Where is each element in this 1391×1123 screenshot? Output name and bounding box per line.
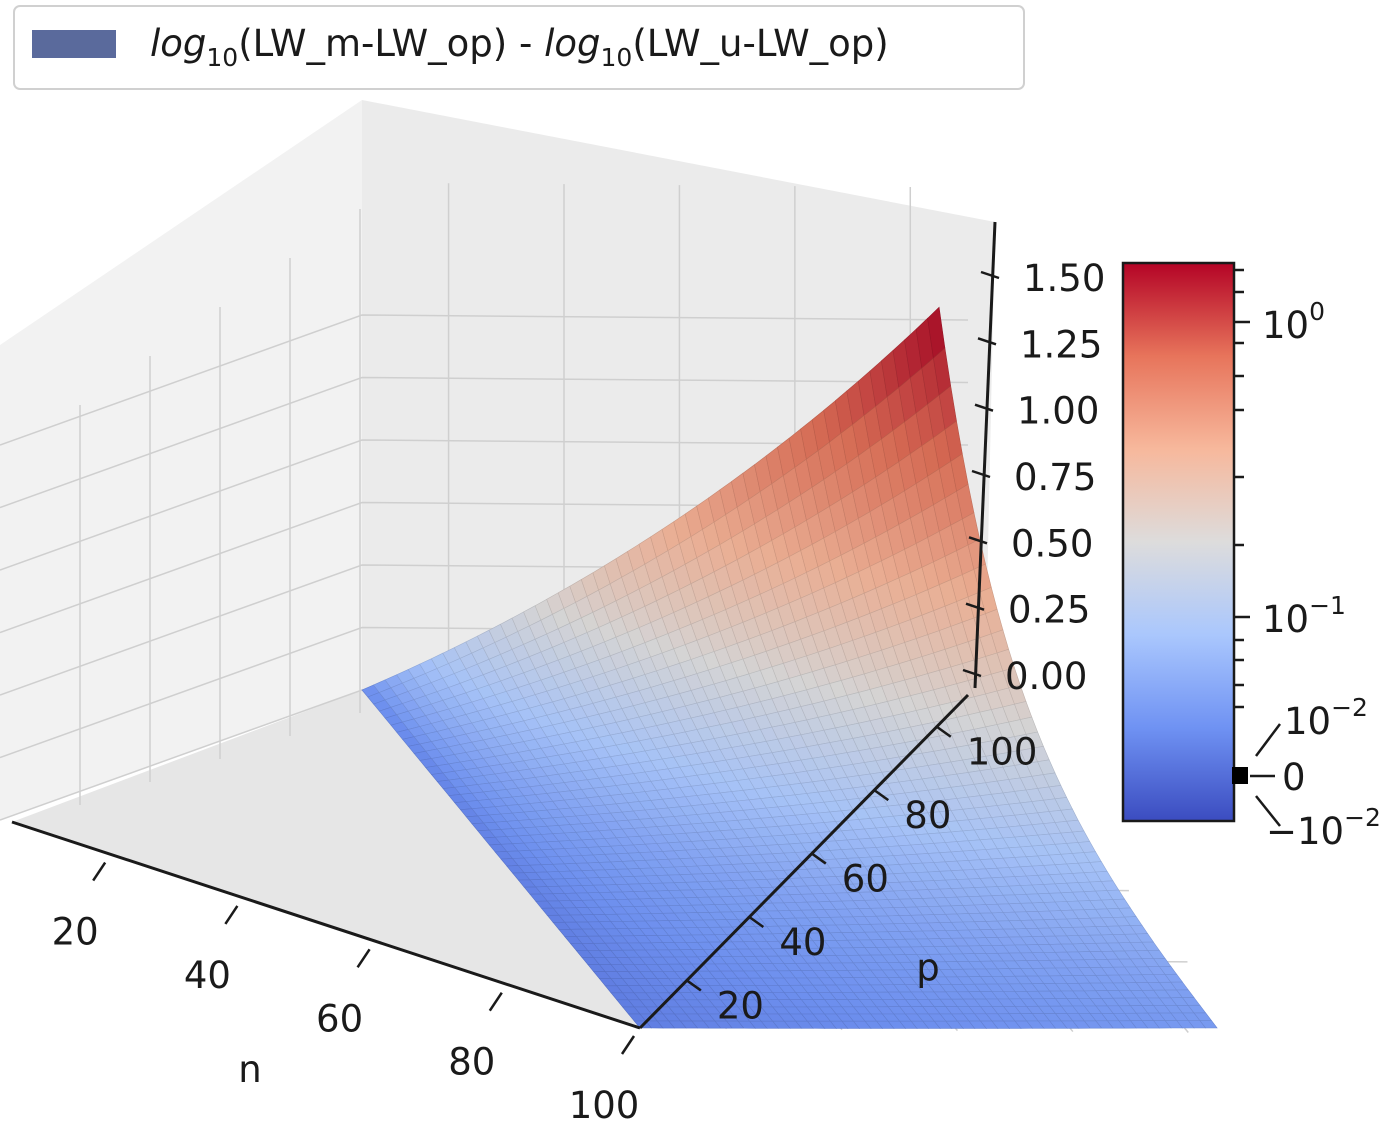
- y-tick-label: 60: [842, 858, 889, 901]
- z-tick-label: 0.75: [1014, 456, 1096, 499]
- cbar-connector-upper: [1255, 723, 1281, 757]
- surface-cell: [1199, 1020, 1218, 1029]
- z-axis-ticks: 0.00 0.25 0.50 0.75 1.00 1.25 1.50: [962, 257, 1105, 698]
- z-tick-label: 1.50: [1023, 257, 1105, 300]
- cbar-label-10-neg2-upper: 10−2: [1284, 693, 1368, 743]
- y-tick-mark: [748, 915, 765, 929]
- z-tick-mark: [977, 337, 997, 346]
- z-tick-label: 1.25: [1020, 323, 1102, 366]
- grid-z-line: [0, 439, 969, 571]
- cbar-label-10-0: 100: [1262, 297, 1325, 347]
- x-tick-mark: [620, 1035, 636, 1055]
- grid-z-line: [0, 376, 969, 509]
- cbar-label-neg-10-neg2: −10−2: [1266, 803, 1381, 853]
- y-tick-mark: [811, 852, 827, 865]
- y-tick-label: 40: [779, 921, 826, 964]
- left-back-pane: [0, 100, 362, 820]
- legend-swatch: [32, 30, 116, 58]
- colorbar-major-ticks: [1234, 320, 1250, 619]
- x-tick-label: 100: [569, 1084, 640, 1123]
- z-tick-label: 1.00: [1017, 390, 1099, 433]
- z-tick-mark: [980, 270, 1000, 280]
- z-tick-label: 0.25: [1008, 589, 1090, 632]
- y-tick-mark: [873, 789, 890, 802]
- x-tick-mark: [92, 861, 107, 882]
- y-tick-label: 20: [717, 984, 764, 1027]
- z-axis-line: [973, 221, 997, 689]
- colorbar-zero-marker: [1232, 767, 1248, 784]
- x-axis-ticks: 20 40 60 80 100: [52, 861, 640, 1123]
- z-tick-mark: [962, 668, 982, 678]
- x-tick-mark: [356, 948, 371, 968]
- cbar-label-zero: 0: [1282, 756, 1306, 799]
- colorbar: 100 10−1 10−2 0 −10−2: [1121, 261, 1381, 853]
- x-tick-label: 40: [184, 954, 231, 997]
- z-tick-label: 0.00: [1005, 655, 1087, 698]
- z-tick-mark: [971, 469, 991, 479]
- colorbar-fill: [1123, 263, 1234, 821]
- grid-z-line: [0, 314, 969, 446]
- z-tick-mark: [965, 602, 985, 611]
- legend-box: [13, 5, 1025, 90]
- y-tick-label: 80: [904, 794, 951, 837]
- z-tick-label: 0.50: [1011, 522, 1093, 565]
- y-axis-ticks: 20 40 60 80 100: [686, 725, 1038, 1027]
- y-axis-label: p: [916, 946, 940, 989]
- y-tick-mark: [936, 725, 952, 738]
- x-tick-label: 20: [52, 911, 99, 954]
- axes: [11, 221, 997, 1030]
- legend: log10(LW_m-LW_op) - log10(LW_u-LW_op): [13, 5, 1025, 90]
- colorbar-frame: [1121, 261, 1236, 823]
- y-tick-mark: [686, 979, 702, 992]
- colorbar-linear-connectors: [1250, 723, 1281, 827]
- y-axis-line: [638, 693, 970, 1030]
- x-tick-label: 80: [448, 1041, 495, 1084]
- x-tick-label: 60: [316, 997, 363, 1040]
- legend-entry-label: log10(LW_m-LW_op) - log10(LW_u-LW_op): [150, 22, 889, 72]
- z-tick-mark: [968, 536, 988, 545]
- x-axis-line: [11, 820, 641, 1030]
- x-tick-mark: [224, 905, 239, 925]
- z-tick-mark: [974, 403, 994, 412]
- colorbar-minor-ticks: [1234, 268, 1244, 709]
- x-tick-mark: [488, 991, 503, 1012]
- x-axis-label: n: [238, 1048, 261, 1091]
- cbar-label-10-neg1: 10−1: [1262, 591, 1346, 641]
- cbar-connector-lower: [1255, 795, 1281, 827]
- y-tick-label: 100: [967, 731, 1038, 774]
